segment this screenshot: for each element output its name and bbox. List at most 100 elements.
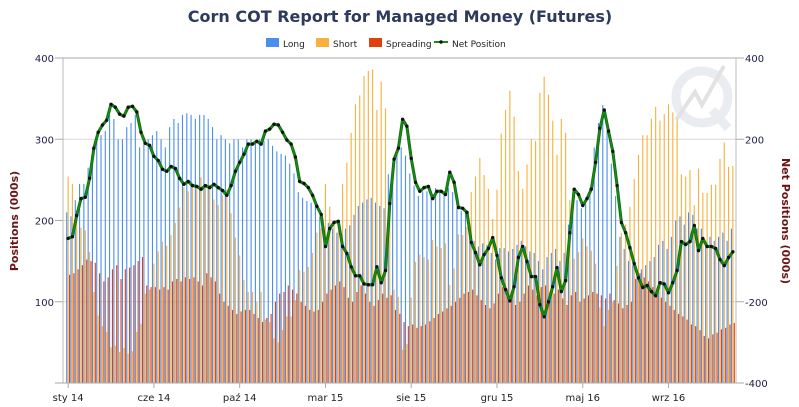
bar-spreading (484, 305, 487, 383)
net-position-point (306, 185, 310, 190)
bar-short (269, 322, 271, 383)
net-position-point (216, 185, 220, 190)
bar-short (221, 195, 224, 383)
bar-spreading (729, 324, 731, 383)
bar-short (440, 248, 442, 383)
net-position-point (563, 278, 568, 283)
bar-long (280, 153, 282, 383)
net-position-point (684, 242, 688, 247)
right-tick-label: 400 (745, 54, 764, 65)
bar-short (672, 112, 674, 384)
bar-spreading (292, 289, 294, 383)
net-position-point (413, 180, 418, 184)
bar-long (211, 127, 214, 383)
bar-long (66, 212, 68, 383)
bar-long (392, 166, 394, 383)
bar-short (119, 352, 121, 383)
net-position-point (135, 110, 139, 114)
net-position-point (225, 193, 229, 197)
bar-long (636, 269, 638, 384)
net-position-point (336, 219, 340, 223)
net-position-point (242, 152, 246, 156)
bar-short (474, 176, 477, 383)
bar-short (577, 252, 580, 383)
bar-short (277, 342, 279, 383)
bar-long (499, 248, 501, 383)
net-position-point (169, 164, 173, 169)
bar-short (728, 166, 730, 383)
bar-short (603, 326, 605, 383)
bar-long (254, 143, 256, 383)
bar-long (460, 210, 462, 384)
net-position-point (383, 268, 388, 273)
bar-spreading (124, 269, 126, 384)
bar-short (530, 139, 532, 384)
left-tick-label: 100 (35, 298, 54, 309)
bar-spreading (300, 301, 302, 384)
bar-long (730, 228, 732, 383)
bar-spreading (111, 269, 113, 384)
bar-long (683, 224, 685, 383)
bar-long (109, 114, 111, 384)
bar-spreading (73, 273, 75, 383)
bar-spreading (549, 292, 551, 383)
net-position-point (233, 169, 238, 173)
bar-long (357, 205, 359, 383)
net-position-point (615, 183, 619, 188)
bar-spreading (206, 273, 208, 383)
bar-spreading (394, 309, 397, 383)
bar-spreading (699, 330, 701, 383)
bar-short (646, 135, 648, 383)
bar-spreading (343, 287, 345, 383)
bar-long (657, 244, 660, 383)
bar-spreading (279, 293, 281, 383)
bar-spreading (643, 277, 645, 383)
bar-spreading (519, 301, 521, 384)
bar-long (473, 240, 475, 383)
net-position-point (705, 244, 709, 249)
bar-long (87, 167, 89, 383)
bar-short (633, 179, 635, 383)
bar-spreading (690, 324, 692, 383)
bar-spreading (249, 309, 251, 383)
net-position-point (177, 176, 182, 180)
bar-long (327, 222, 329, 383)
bar-spreading (450, 305, 452, 383)
net-position-point (555, 265, 559, 270)
net-position-point (469, 240, 473, 245)
net-position-point (263, 129, 268, 133)
bar-short (144, 293, 146, 383)
net-position-point (203, 183, 208, 188)
net-position-point (495, 253, 499, 258)
bar-short (500, 133, 502, 383)
bar-short (234, 237, 236, 383)
bar-long (276, 151, 278, 383)
bar-long (580, 208, 582, 383)
bar-long (597, 123, 600, 383)
net-position-point (671, 281, 675, 285)
bar-long (486, 244, 488, 383)
net-position-point (173, 166, 178, 171)
bar-short (423, 257, 425, 383)
net-position-point (722, 263, 726, 268)
bar-short (324, 183, 326, 383)
bar-short (676, 120, 678, 383)
bar-short (80, 227, 82, 383)
bar-long (675, 220, 677, 383)
net-position-point (452, 180, 456, 184)
bar-short (702, 192, 704, 383)
bar-long (289, 163, 291, 383)
bar-spreading (201, 285, 204, 383)
bar-short (625, 224, 627, 383)
net-position-point (340, 244, 345, 249)
bar-spreading (364, 293, 367, 383)
bar-short (543, 76, 545, 383)
bar-short (419, 254, 421, 383)
bar-spreading (382, 293, 384, 383)
bar-long (344, 228, 347, 383)
net-position-point (190, 183, 195, 188)
net-position-point (666, 291, 671, 295)
bar-spreading (442, 311, 444, 383)
bar-spreading (240, 311, 242, 383)
bar-long (383, 208, 385, 383)
